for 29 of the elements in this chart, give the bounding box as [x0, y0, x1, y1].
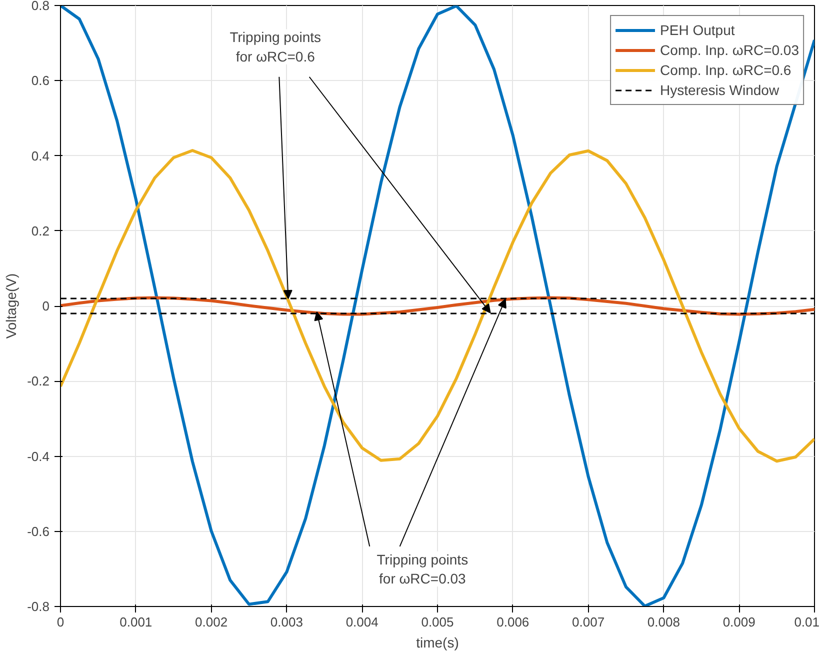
legend-label: Comp. Inp. ωRC=0.6 [660, 62, 792, 78]
y-tick-label: 0 [42, 298, 50, 314]
x-tick-label: 0.008 [647, 614, 680, 630]
x-tick-label: 0.01 [794, 614, 819, 630]
legend-label: Comp. Inp. ωRC=0.03 [660, 42, 799, 58]
annotation: Tripping points for ωRC=0.03 [376, 551, 468, 587]
line-series [60, 148, 814, 463]
y-tick-label: -0.2 [27, 374, 50, 389]
x-tick-label: 0.004 [346, 614, 378, 630]
x-tick-label: 0.005 [421, 614, 454, 630]
x-tick-label: 0 [56, 614, 64, 630]
legend-label: PEH Output [660, 22, 735, 38]
x-tick-label: 0.001 [120, 614, 152, 630]
x-tick-label: 0.007 [572, 614, 605, 630]
x-tick-label: 0.009 [722, 614, 756, 630]
x-tick-label: 0.003 [270, 614, 303, 630]
y-tick-label: 0.6 [31, 73, 50, 88]
x-tick-label: 0.006 [496, 614, 530, 630]
y-tick-label: -0.6 [27, 524, 50, 539]
y-tick-label: 0.2 [31, 223, 50, 238]
y-tick-label: -0.8 [27, 599, 50, 614]
legend-label: Hysteresis Window [660, 82, 780, 98]
y-tick-label: 0.8 [31, 0, 50, 13]
y-tick-label: 0.4 [31, 148, 50, 164]
y-axis-title: Voltage(V) [3, 273, 20, 339]
x-tick-label: 0.002 [195, 614, 228, 630]
annotation: Tripping points for ωRC=0.6 [230, 29, 322, 64]
x-axis-title: time(s) [416, 634, 459, 650]
y-tick-label: -0.4 [27, 448, 50, 464]
